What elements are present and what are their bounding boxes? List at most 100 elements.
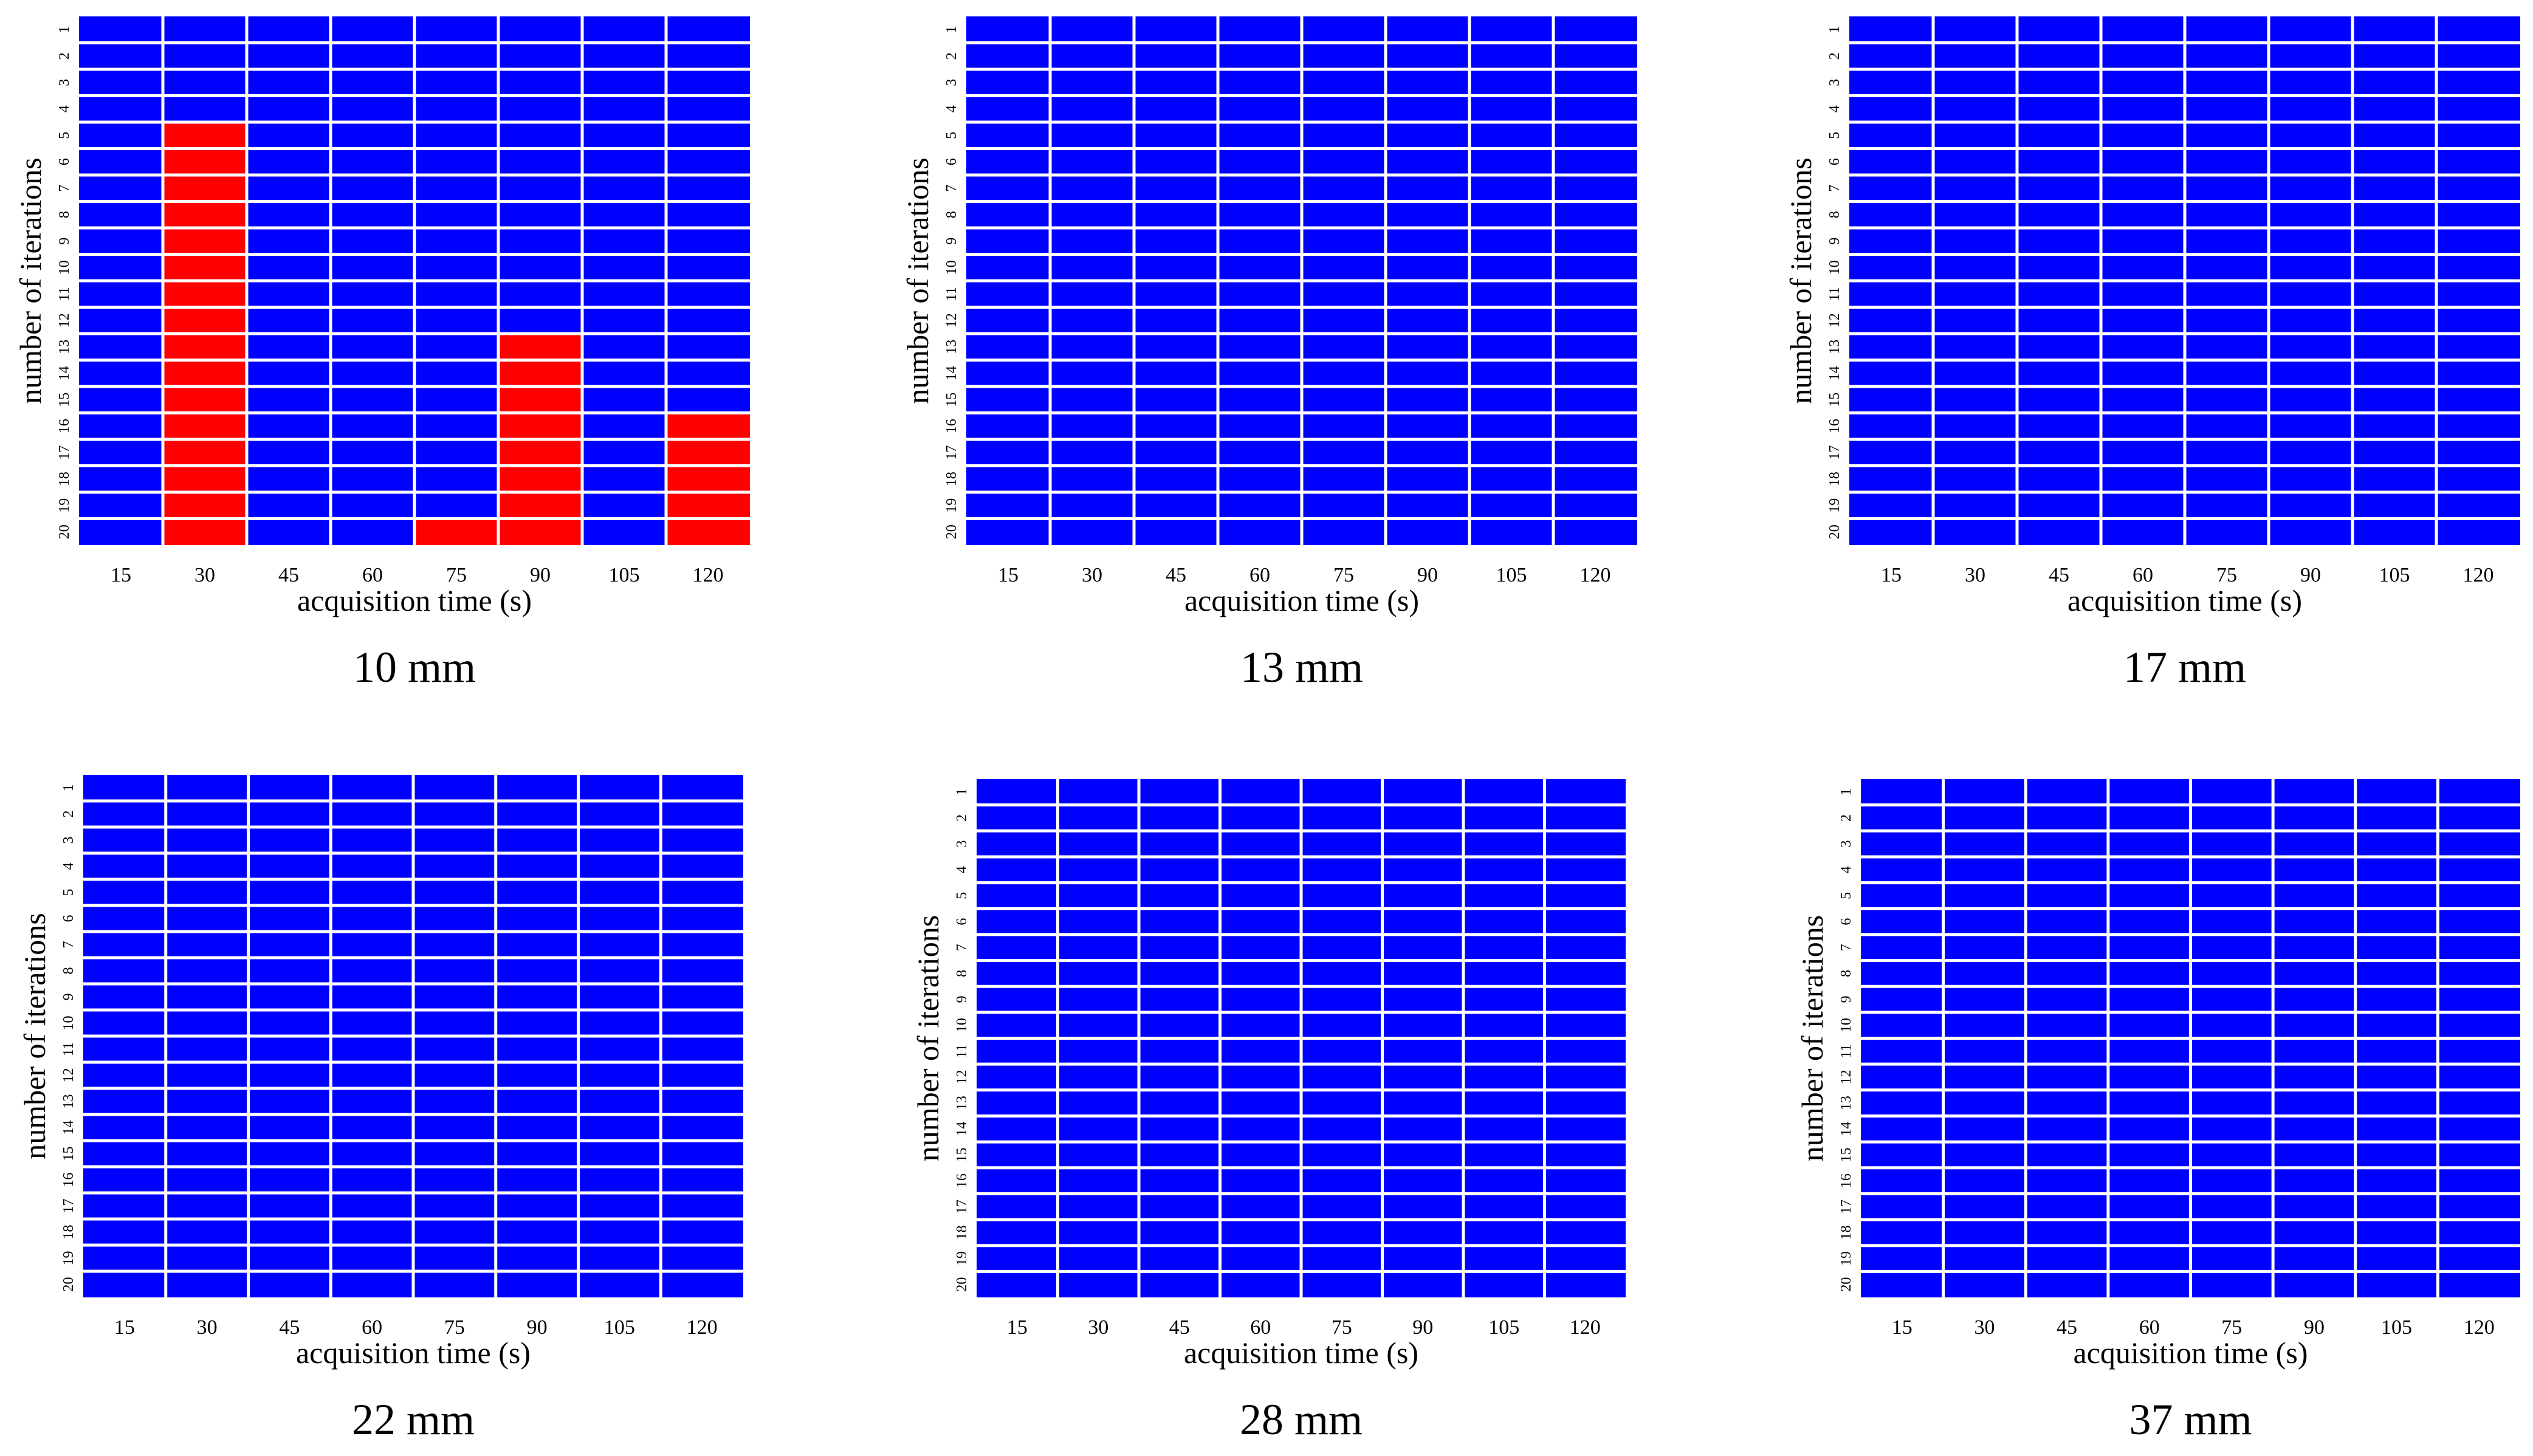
heatmap-cell	[2101, 69, 2185, 96]
x-tick-label: 90	[527, 1316, 548, 1339]
heatmap-cell	[1057, 960, 1139, 987]
heatmap-cell	[83, 853, 166, 879]
heatmap-cell	[247, 334, 331, 360]
heatmap-cell	[1134, 122, 1218, 149]
heatmap-cell	[163, 281, 247, 307]
heatmap-cell	[2185, 439, 2269, 466]
heatmap-cell	[498, 307, 582, 334]
heatmap-cell	[1301, 805, 1383, 831]
heatmap-cell	[1544, 779, 1626, 805]
heatmap-cell	[1218, 334, 1302, 360]
y-tick-label: 14	[1827, 366, 1843, 380]
y-tick-label: 5	[57, 132, 72, 139]
heatmap-cell	[1220, 1271, 1301, 1297]
y-tick-label: 15	[954, 1147, 970, 1162]
heatmap-cell	[661, 879, 743, 905]
heatmap-cell	[247, 492, 331, 519]
heatmap-cell	[1386, 281, 1469, 307]
heatmap-cell	[1943, 1064, 2026, 1090]
heatmap-cell	[1849, 360, 1933, 386]
heatmap-cell	[1139, 1167, 1220, 1194]
heatmap-cell	[1463, 1220, 1545, 1246]
heatmap-cell	[1301, 908, 1383, 935]
heatmap-cell	[247, 148, 331, 175]
heatmap-cell	[2190, 934, 2274, 961]
heatmap-cell	[2438, 779, 2521, 805]
heatmap-cell	[331, 984, 413, 1010]
y-tick-label: 16	[61, 1173, 77, 1187]
heatmap-cell	[1933, 175, 2017, 202]
heatmap-cell	[2017, 307, 2101, 334]
heatmap-cell	[2017, 122, 2101, 149]
heatmap-cell	[163, 492, 247, 519]
heatmap-cell	[1139, 856, 1220, 883]
heatmap-cell	[2017, 95, 2101, 122]
heatmap-cell	[2353, 228, 2436, 255]
heatmap-cell	[331, 1010, 413, 1036]
heatmap-cell	[1218, 69, 1302, 96]
heatmap-cell	[582, 16, 666, 43]
heatmap-cell	[1220, 1167, 1301, 1194]
heatmap-cell	[79, 43, 163, 69]
x-tick-label: 120	[687, 1316, 718, 1339]
heatmap-cell	[495, 932, 579, 958]
heatmap-cell	[582, 95, 666, 122]
heatmap-cell	[1933, 69, 2017, 96]
heatmap-cell	[1553, 201, 1637, 228]
y-tick-label: 10	[944, 260, 960, 275]
heatmap-cell	[495, 1010, 579, 1036]
heatmap-cell	[413, 932, 496, 958]
x-axis-title: acquisition time (s)	[2067, 583, 2302, 617]
heatmap-cell	[1057, 1038, 1139, 1065]
heatmap-cell	[1553, 69, 1637, 96]
heatmap-cell	[1302, 228, 1386, 255]
y-tick-label: 8	[954, 970, 970, 977]
heatmap-cell	[1057, 779, 1139, 805]
heatmap-cell	[331, 775, 413, 801]
heatmap-cell	[1382, 831, 1463, 857]
heatmap-cell	[248, 1062, 331, 1088]
heatmap-cell	[331, 465, 414, 492]
heatmap-cell	[414, 228, 498, 255]
heatmap-cell	[495, 905, 579, 932]
heatmap-cell	[495, 1036, 579, 1062]
heatmap-cell	[247, 386, 331, 413]
heatmap-cell	[2185, 386, 2269, 413]
heatmap-cell	[2438, 831, 2521, 857]
heatmap-cell	[661, 905, 743, 932]
heatmap-cell	[578, 1114, 661, 1141]
heatmap-cell	[331, 334, 414, 360]
y-axis-title: number of iterations	[1795, 915, 1829, 1161]
heatmap-panel-5: 15 30 45 60 75 90 105 1201234567891011121314151…	[911, 779, 1626, 1444]
heatmap-cell	[1943, 1167, 2026, 1194]
heatmap-cell	[1139, 1064, 1220, 1090]
heatmap-cell	[2026, 1245, 2108, 1272]
heatmap-cell	[2355, 960, 2438, 987]
heatmap-cell	[1134, 386, 1218, 413]
y-tick-label: 5	[954, 892, 970, 899]
heatmap-cell	[1301, 934, 1383, 961]
heatmap-cell	[1544, 1167, 1626, 1194]
heatmap-cell	[498, 175, 582, 202]
heatmap-cell	[2190, 1220, 2274, 1246]
heatmap-cell	[1463, 1038, 1545, 1065]
x-tick-label: 105	[2379, 564, 2410, 586]
heatmap-cell	[582, 43, 666, 69]
heatmap-cell	[1463, 856, 1545, 883]
heatmap-cell	[966, 69, 1050, 96]
heatmap-cell	[1302, 360, 1386, 386]
heatmap-cell	[2185, 122, 2269, 149]
heatmap-cell	[582, 254, 666, 281]
heatmap-cell	[1386, 254, 1469, 281]
heatmap-cell	[1134, 281, 1218, 307]
heatmap-cell	[1469, 201, 1553, 228]
y-tick-label: 7	[1827, 185, 1843, 192]
heatmap-cell	[1553, 254, 1637, 281]
heatmap-cell	[2353, 175, 2436, 202]
heatmap-cell	[413, 1141, 496, 1167]
heatmap-cell	[1553, 43, 1637, 69]
y-tick-label: 12	[1838, 1070, 1854, 1084]
heatmap-cell	[414, 16, 498, 43]
heatmap-cell	[2017, 254, 2101, 281]
heatmap-cell	[2108, 1220, 2191, 1246]
